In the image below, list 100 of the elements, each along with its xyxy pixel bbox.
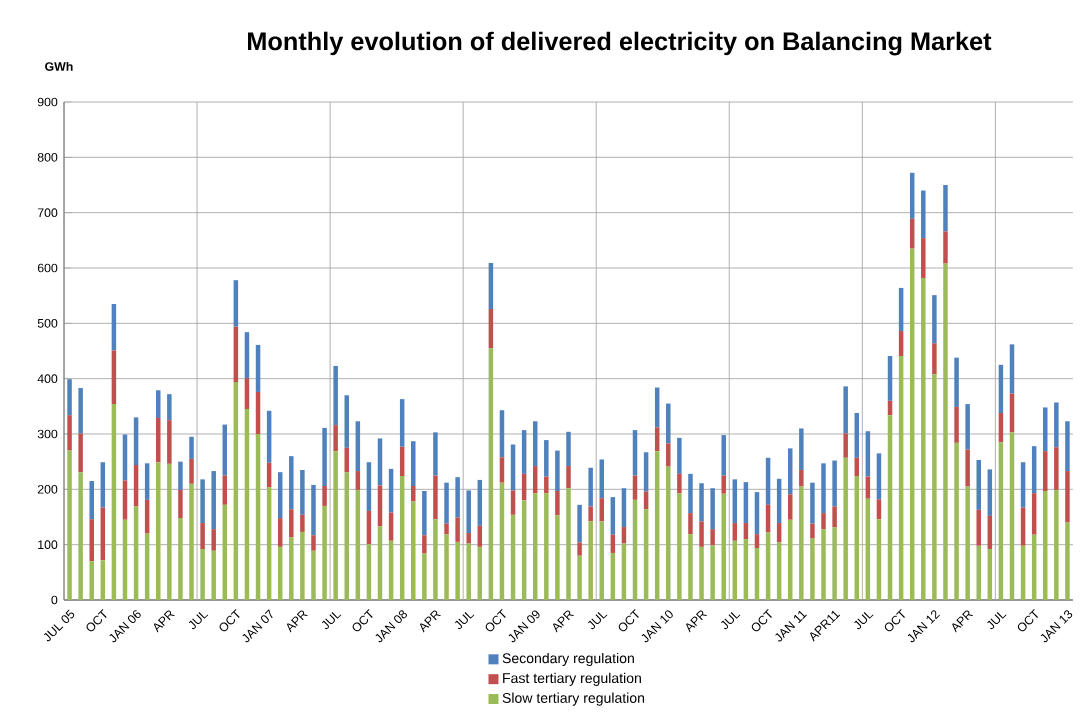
bar — [721, 435, 726, 476]
bar — [909, 218, 915, 249]
bar — [466, 533, 471, 544]
bar — [987, 469, 993, 516]
bar — [677, 437, 682, 474]
bar — [156, 462, 161, 600]
bar — [832, 527, 837, 600]
bar — [699, 521, 704, 547]
bar — [843, 457, 848, 600]
bar — [699, 483, 704, 522]
bar — [832, 460, 837, 507]
bar — [167, 394, 172, 421]
bar — [311, 535, 316, 551]
bar — [943, 231, 948, 264]
bar — [455, 517, 460, 542]
bar — [1065, 421, 1070, 472]
bar — [67, 379, 72, 416]
bar — [843, 433, 848, 458]
bar — [89, 519, 94, 562]
bar — [156, 417, 161, 463]
bar — [677, 473, 682, 494]
bar — [799, 469, 804, 487]
y-axis-title: GWh — [45, 61, 73, 71]
bar — [588, 467, 593, 507]
y-tick-label: 200 — [37, 484, 58, 494]
bar — [78, 472, 83, 600]
bar — [78, 388, 83, 434]
bar — [1043, 451, 1048, 491]
legend-label: Secondary regulation — [502, 652, 634, 667]
bar — [943, 263, 948, 600]
bar — [710, 529, 715, 546]
legend-label: Slow tertiary regulation — [502, 692, 645, 706]
bar — [588, 506, 593, 522]
bar — [200, 479, 205, 524]
bar — [444, 523, 449, 535]
bar — [322, 486, 327, 506]
bar — [322, 505, 327, 600]
bar — [200, 523, 205, 550]
bar — [178, 461, 183, 490]
bar — [433, 475, 438, 520]
bar — [100, 462, 106, 508]
bar — [976, 460, 981, 510]
bar — [333, 451, 338, 600]
bar — [632, 475, 638, 500]
bar — [832, 506, 837, 528]
bar — [821, 463, 826, 514]
bar — [78, 433, 83, 473]
bar — [1043, 490, 1048, 600]
bar — [577, 542, 582, 556]
bar — [1020, 462, 1026, 508]
bar — [810, 523, 815, 539]
bar — [710, 488, 715, 530]
bar — [932, 343, 937, 375]
bar — [300, 514, 305, 532]
bar — [787, 494, 793, 520]
bar — [1054, 489, 1059, 600]
bar — [699, 546, 704, 600]
bar — [1065, 471, 1070, 523]
x-tick-label: JUL — [721, 612, 741, 630]
bar — [555, 490, 560, 516]
y-tick-label: 600 — [37, 263, 58, 273]
bar — [577, 504, 582, 543]
bar — [211, 550, 216, 600]
bar — [444, 482, 449, 524]
bar — [189, 483, 194, 600]
bar — [344, 447, 349, 473]
bar — [965, 486, 970, 600]
bar — [466, 490, 471, 534]
bar — [921, 190, 926, 239]
bar — [433, 519, 438, 600]
bar — [455, 477, 460, 518]
bar — [422, 490, 427, 536]
bar — [976, 545, 981, 600]
y-tick-label: 700 — [37, 208, 58, 218]
bar — [411, 441, 416, 487]
bar — [399, 399, 405, 447]
bar — [721, 493, 726, 600]
bar — [621, 488, 627, 527]
bar — [654, 427, 660, 452]
x-tick-label: JUL — [588, 612, 608, 630]
bar — [1054, 447, 1059, 490]
bar — [932, 374, 937, 600]
bar — [799, 486, 804, 600]
bar — [544, 476, 549, 494]
bar — [300, 469, 305, 515]
y-tick-label: 0 — [51, 595, 58, 605]
bar — [189, 436, 194, 459]
bar — [577, 555, 582, 600]
bar — [588, 521, 593, 600]
bar — [167, 420, 172, 464]
bar — [599, 459, 604, 499]
bar — [965, 404, 970, 450]
bar — [1054, 402, 1059, 448]
bar — [965, 449, 970, 487]
bar — [1031, 493, 1037, 535]
bar — [200, 549, 205, 600]
x-tick-label: JUL — [987, 612, 1007, 630]
bar — [544, 493, 549, 600]
y-tick-label: 400 — [37, 374, 58, 384]
bar — [666, 443, 671, 467]
